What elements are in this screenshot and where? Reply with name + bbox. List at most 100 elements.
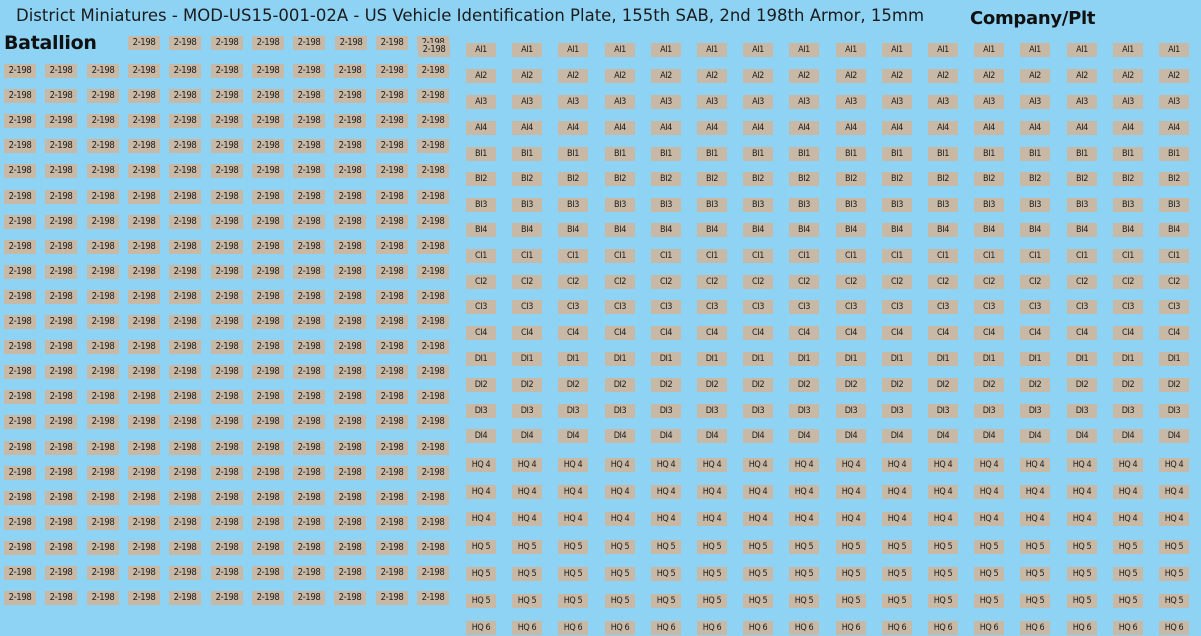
battalion-plate: 2-198 bbox=[169, 114, 201, 128]
battalion-plate: 2-198 bbox=[128, 541, 160, 555]
company-plate: CI1 bbox=[836, 249, 866, 263]
battalion-plate: 2-198 bbox=[87, 415, 119, 429]
battalion-plate: 2-198 bbox=[169, 516, 201, 530]
battalion-plate: 2-198 bbox=[211, 415, 243, 429]
company-plate: CI4 bbox=[928, 326, 958, 340]
battalion-plate: 2-198 bbox=[45, 441, 77, 455]
battalion-plate: 2-198 bbox=[128, 190, 160, 204]
company-plate: HQ 4 bbox=[1159, 512, 1189, 526]
battalion-plate: 2-198 bbox=[293, 390, 325, 404]
company-plate: DI2 bbox=[743, 378, 773, 392]
company-plate: HQ 4 bbox=[1020, 458, 1050, 472]
battalion-plate: 2-198 bbox=[211, 566, 243, 580]
battalion-plate: 2-198 bbox=[128, 36, 160, 50]
battalion-plate: 2-198 bbox=[293, 340, 325, 354]
battalion-plate: 2-198 bbox=[4, 89, 36, 103]
battalion-plate: 2-198 bbox=[293, 139, 325, 153]
company-plate: HQ 4 bbox=[1020, 512, 1050, 526]
battalion-plate: 2-198 bbox=[169, 541, 201, 555]
company-plate: DI3 bbox=[836, 404, 866, 418]
company-plate: CI2 bbox=[1113, 275, 1143, 289]
company-plate: AI3 bbox=[928, 95, 958, 109]
battalion-plate: 2-198 bbox=[4, 139, 36, 153]
battalion-plate: 2-198 bbox=[4, 415, 36, 429]
company-plate: BI4 bbox=[558, 223, 588, 237]
company-plate: HQ 6 bbox=[512, 621, 542, 635]
company-plate: DI3 bbox=[1020, 404, 1050, 418]
battalion-plate: 2-198 bbox=[87, 89, 119, 103]
battalion-plate: 2-198 bbox=[169, 164, 201, 178]
battalion-plate: 2-198 bbox=[252, 190, 284, 204]
battalion-plate: 2-198 bbox=[252, 516, 284, 530]
company-plate: BI4 bbox=[743, 223, 773, 237]
company-plate: DI2 bbox=[512, 378, 542, 392]
battalion-plate: 2-198 bbox=[211, 541, 243, 555]
battalion-plate: 2-198 bbox=[417, 390, 449, 404]
battalion-plate: 2-198 bbox=[87, 365, 119, 379]
company-plate: DI1 bbox=[512, 352, 542, 366]
company-plate: HQ 6 bbox=[882, 621, 912, 635]
company-plate: HQ 6 bbox=[1067, 621, 1097, 635]
battalion-plate: 2-198 bbox=[211, 441, 243, 455]
company-plate: BI4 bbox=[512, 223, 542, 237]
company-plate: DI1 bbox=[928, 352, 958, 366]
company-plate: DI3 bbox=[466, 404, 496, 418]
company-plate: AI4 bbox=[743, 121, 773, 135]
battalion-plate: 2-198 bbox=[4, 315, 36, 329]
company-plate: HQ 5 bbox=[974, 594, 1004, 608]
battalion-plate: 2-198 bbox=[376, 190, 408, 204]
battalion-plate: 2-198 bbox=[417, 466, 449, 480]
company-plate: HQ 5 bbox=[466, 594, 496, 608]
company-plate: CI3 bbox=[974, 300, 1004, 314]
battalion-plate: 2-198 bbox=[252, 215, 284, 229]
company-plate: DI3 bbox=[1159, 404, 1189, 418]
company-plate: AI1 bbox=[928, 43, 958, 57]
company-plate: HQ 5 bbox=[697, 594, 727, 608]
battalion-plate: 2-198 bbox=[293, 491, 325, 505]
company-plate: CI2 bbox=[743, 275, 773, 289]
company-plate: DI1 bbox=[1113, 352, 1143, 366]
company-plate: HQ 5 bbox=[789, 540, 819, 554]
battalion-plate: 2-198 bbox=[211, 265, 243, 279]
company-plate: CI4 bbox=[1159, 326, 1189, 340]
company-plate: HQ 4 bbox=[836, 485, 866, 499]
company-plate: AI1 bbox=[697, 43, 727, 57]
company-plate: DI3 bbox=[558, 404, 588, 418]
battalion-plate: 2-198 bbox=[334, 390, 366, 404]
battalion-plate: 2-198 bbox=[169, 215, 201, 229]
battalion-plate: 2-198 bbox=[45, 290, 77, 304]
company-plate: DI4 bbox=[743, 429, 773, 443]
company-plate: HQ 4 bbox=[605, 485, 635, 499]
company-plate: HQ 5 bbox=[558, 594, 588, 608]
battalion-plate: 2-198 bbox=[293, 64, 325, 78]
battalion-plate: 2-198 bbox=[169, 190, 201, 204]
battalion-plate: 2-198 bbox=[4, 491, 36, 505]
company-plate: BI4 bbox=[974, 223, 1004, 237]
battalion-plate: 2-198 bbox=[376, 340, 408, 354]
company-plate: DI4 bbox=[974, 429, 1004, 443]
battalion-plate: 2-198 bbox=[87, 340, 119, 354]
battalion-plate: 2-198 bbox=[211, 340, 243, 354]
company-plate: AI2 bbox=[1113, 69, 1143, 83]
battalion-plate: 2-198 bbox=[293, 190, 325, 204]
company-plate: HQ 4 bbox=[836, 512, 866, 526]
company-plate: BI2 bbox=[789, 172, 819, 186]
company-plate: AI1 bbox=[605, 43, 635, 57]
battalion-plate: 2-198 bbox=[376, 390, 408, 404]
company-plate: DI4 bbox=[697, 429, 727, 443]
company-plate: AI3 bbox=[789, 95, 819, 109]
company-plate: AI2 bbox=[466, 69, 496, 83]
company-plate: BI4 bbox=[1159, 223, 1189, 237]
company-plate: HQ 4 bbox=[743, 512, 773, 526]
battalion-plate: 2-198 bbox=[252, 466, 284, 480]
battalion-plate: 2-198 bbox=[293, 466, 325, 480]
company-plate: HQ 5 bbox=[882, 594, 912, 608]
battalion-plate: 2-198 bbox=[4, 290, 36, 304]
battalion-plate: 2-198 bbox=[293, 516, 325, 530]
company-plate: CI1 bbox=[743, 249, 773, 263]
battalion-plate: 2-198 bbox=[169, 240, 201, 254]
company-plate: HQ 4 bbox=[1067, 458, 1097, 472]
company-plate: DI1 bbox=[836, 352, 866, 366]
battalion-plate: 2-198 bbox=[376, 491, 408, 505]
company-plate: CI4 bbox=[789, 326, 819, 340]
